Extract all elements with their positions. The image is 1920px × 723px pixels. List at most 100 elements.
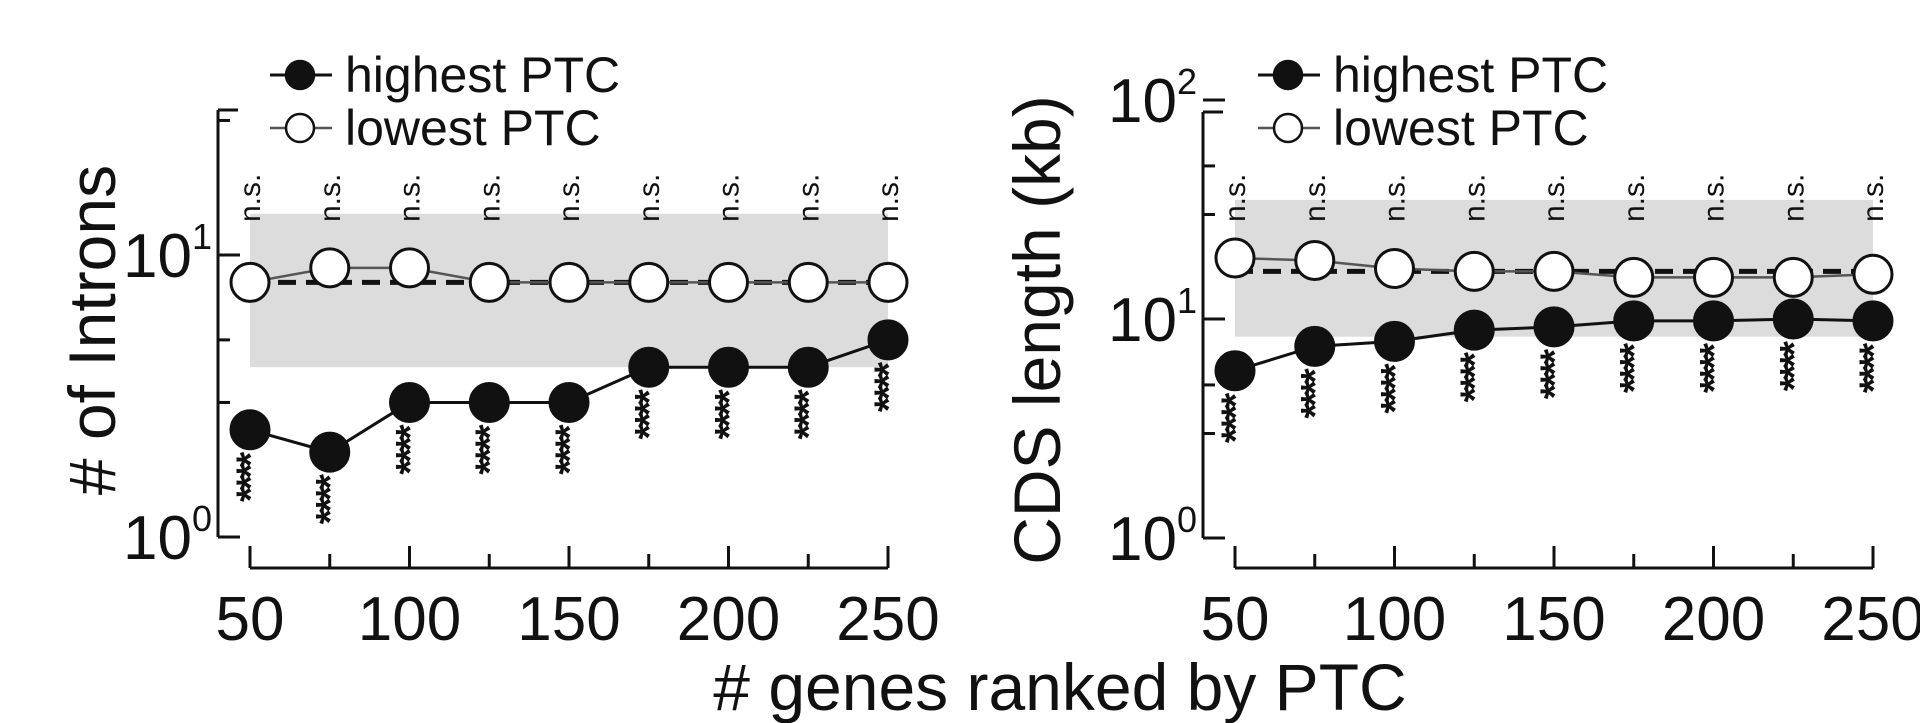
x-tick-label: 200	[1662, 585, 1765, 654]
highest-ptc-point	[389, 381, 430, 423]
significance-stars: ****	[1613, 342, 1657, 393]
lowest-ptc-point	[787, 261, 829, 303]
highest-ptc-point	[1852, 300, 1894, 342]
not-significant-label: n.s.	[473, 174, 506, 222]
lowest-ptc-point	[1613, 256, 1655, 298]
x-tick-label: 150	[517, 585, 620, 654]
highest-ptc-point	[1453, 309, 1495, 351]
x-tick-label: 100	[1343, 585, 1446, 654]
legend-entry-lowest: lowest PTC	[270, 100, 601, 156]
lowest-ptc-point	[309, 247, 351, 289]
not-significant-label: n.s.	[872, 174, 905, 222]
lowest-ptc-point	[229, 261, 271, 303]
significance-stars: ****	[548, 424, 592, 475]
highest-ptc-point	[1613, 300, 1655, 342]
x-tick-label: 250	[1821, 585, 1920, 654]
y-tick-label: 102	[1108, 61, 1197, 136]
y-tick-label: 100	[123, 498, 212, 573]
y-tick-label: 100	[1108, 499, 1197, 574]
legend-label: lowest PTC	[1333, 100, 1589, 156]
not-significant-label: n.s.	[553, 174, 586, 222]
not-significant-label: n.s.	[792, 174, 825, 222]
x-tick-label: 100	[358, 585, 461, 654]
not-significant-label: n.s.	[1777, 174, 1810, 222]
not-significant-label: n.s.	[234, 174, 267, 222]
not-significant-label: n.s.	[633, 174, 666, 222]
lowest-ptc-point	[548, 261, 590, 303]
y-tick-label: 101	[1108, 280, 1197, 355]
highest-ptc-point	[1294, 325, 1336, 367]
lowest-ptc-point	[1852, 253, 1894, 295]
highest-ptc-point	[1772, 298, 1814, 340]
significance-stars: ****	[1693, 342, 1737, 393]
significance-stars: ****	[1852, 342, 1896, 393]
lowest-ptc-point	[867, 261, 909, 303]
highest-ptc-point	[309, 431, 351, 473]
legend-entry-highest: highest PTC	[270, 47, 620, 103]
significance-stars: ****	[1374, 363, 1418, 414]
not-significant-label: n.s.	[1538, 174, 1571, 222]
significance-stars: ****	[628, 389, 672, 440]
highest-ptc-point	[708, 346, 749, 388]
highest-ptc-point	[787, 346, 829, 388]
y-axis-label: # of Introns	[55, 165, 129, 495]
legend-label: highest PTC	[345, 47, 620, 103]
significance-stars: ****	[708, 389, 752, 440]
highest-ptc-point	[1214, 350, 1256, 392]
significance-stars: ****	[468, 424, 512, 475]
significance-stars: ****	[1533, 348, 1577, 399]
highest-ptc-point	[867, 319, 909, 361]
x-tick-label: 50	[216, 585, 285, 654]
lowest-ptc-point	[1772, 256, 1814, 298]
significance-stars: ****	[1772, 341, 1816, 392]
significance-stars: ****	[309, 474, 353, 525]
x-tick-label: 250	[836, 585, 939, 654]
x-tick-label: 200	[677, 585, 780, 654]
highest-ptc-point	[628, 346, 670, 388]
legend-filled-marker	[1272, 59, 1304, 91]
significance-stars: ****	[787, 389, 831, 440]
lowest-ptc-point	[1693, 256, 1734, 298]
legend-label: lowest PTC	[345, 100, 601, 156]
not-significant-label: n.s.	[314, 174, 347, 222]
not-significant-label: n.s.	[1618, 174, 1651, 222]
highest-ptc-point	[468, 381, 510, 423]
x-tick-label: 150	[1502, 585, 1605, 654]
significance-stars: ****	[1453, 352, 1497, 403]
legend-open-marker	[1272, 112, 1304, 144]
lowest-ptc-point	[1374, 248, 1415, 290]
significance-stars: ****	[867, 361, 911, 412]
y-tick-label: 101	[123, 216, 212, 291]
significance-stars: ****	[229, 451, 273, 502]
lowest-ptc-point	[468, 261, 510, 303]
legend-open-marker	[284, 112, 316, 144]
lowest-ptc-point	[1294, 239, 1336, 281]
not-significant-label: n.s.	[1458, 174, 1491, 222]
highest-ptc-point	[548, 381, 590, 423]
highest-ptc-point	[1693, 300, 1734, 342]
lowest-ptc-point	[1214, 237, 1256, 279]
x-tick-label: 50	[1201, 585, 1270, 654]
legend-entry-highest: highest PTC	[1258, 47, 1608, 103]
significance-stars: ****	[1294, 368, 1338, 419]
shared-x-axis-label: # genes ranked by PTC	[713, 650, 1406, 723]
lowest-ptc-point	[1453, 250, 1495, 292]
not-significant-label: n.s.	[1299, 174, 1332, 222]
highest-ptc-point	[1374, 320, 1415, 362]
lowest-ptc-point	[389, 247, 430, 289]
not-significant-label: n.s.	[1698, 174, 1731, 222]
lowest-ptc-point	[628, 261, 670, 303]
legend-entry-lowest: lowest PTC	[1258, 100, 1589, 156]
y-axis-label: CDS length (kb)	[1000, 95, 1074, 565]
legend-label: highest PTC	[1333, 47, 1608, 103]
not-significant-label: n.s.	[1379, 174, 1412, 222]
lowest-ptc-point	[708, 261, 749, 303]
significance-stars: ****	[389, 424, 433, 475]
legend-filled-marker	[284, 59, 316, 91]
not-significant-label: n.s.	[1219, 174, 1252, 222]
lowest-ptc-point	[1533, 250, 1575, 292]
not-significant-label: n.s.	[1857, 174, 1890, 222]
